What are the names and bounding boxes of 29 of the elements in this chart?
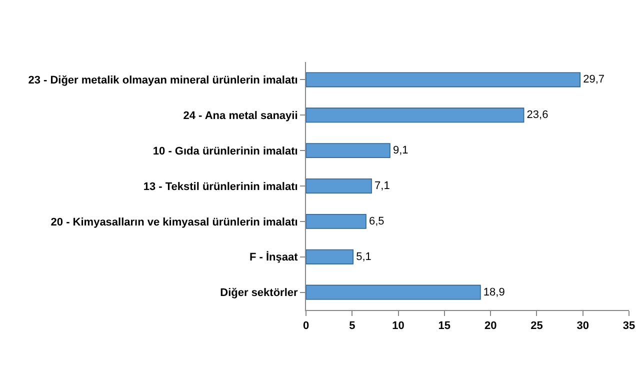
bar: [306, 108, 524, 123]
x-tick-label: 25: [530, 320, 543, 332]
x-tick-label: 10: [392, 320, 404, 332]
bar: [306, 72, 580, 88]
y-tick-label: F - İnşaat: [250, 250, 298, 264]
y-tick-label: 23 - Diğer metalik olmayan mineral ürünlerin imalatı: [28, 74, 298, 87]
bar: [306, 214, 366, 229]
x-tick-label: 20: [484, 320, 497, 332]
data-label: 7,1: [374, 180, 390, 192]
y-tick-label: Diğer sektörler: [220, 287, 299, 300]
y-tick-label: 24 - Ana metal sanayii: [183, 110, 298, 122]
bar: [306, 284, 481, 300]
x-tick-label: 15: [438, 320, 451, 332]
data-label: 6,5: [368, 215, 384, 228]
x-tick-label: 30: [576, 320, 589, 332]
data-label: 23,6: [526, 109, 548, 122]
y-tick-label: 13 - Tekstil ürünlerinin imalatı: [143, 180, 298, 193]
x-tick-label: 0: [302, 320, 310, 332]
y-tick-label: 10 - Gıda ürünlerinin imalatı: [152, 145, 298, 158]
data-label: 29,7: [583, 74, 605, 86]
data-label: 5,1: [356, 250, 372, 263]
bar: [306, 143, 390, 158]
x-tick-label: 5: [349, 320, 356, 332]
data-label: 9,1: [392, 144, 408, 157]
x-tick-label: 35: [622, 320, 636, 332]
data-label: 18,9: [483, 286, 505, 298]
y-tick-label: 20 - Kimyasalların ve kimyasal ürünlerin imalatı: [50, 216, 298, 228]
bar: [306, 178, 372, 194]
bar: [306, 249, 354, 264]
